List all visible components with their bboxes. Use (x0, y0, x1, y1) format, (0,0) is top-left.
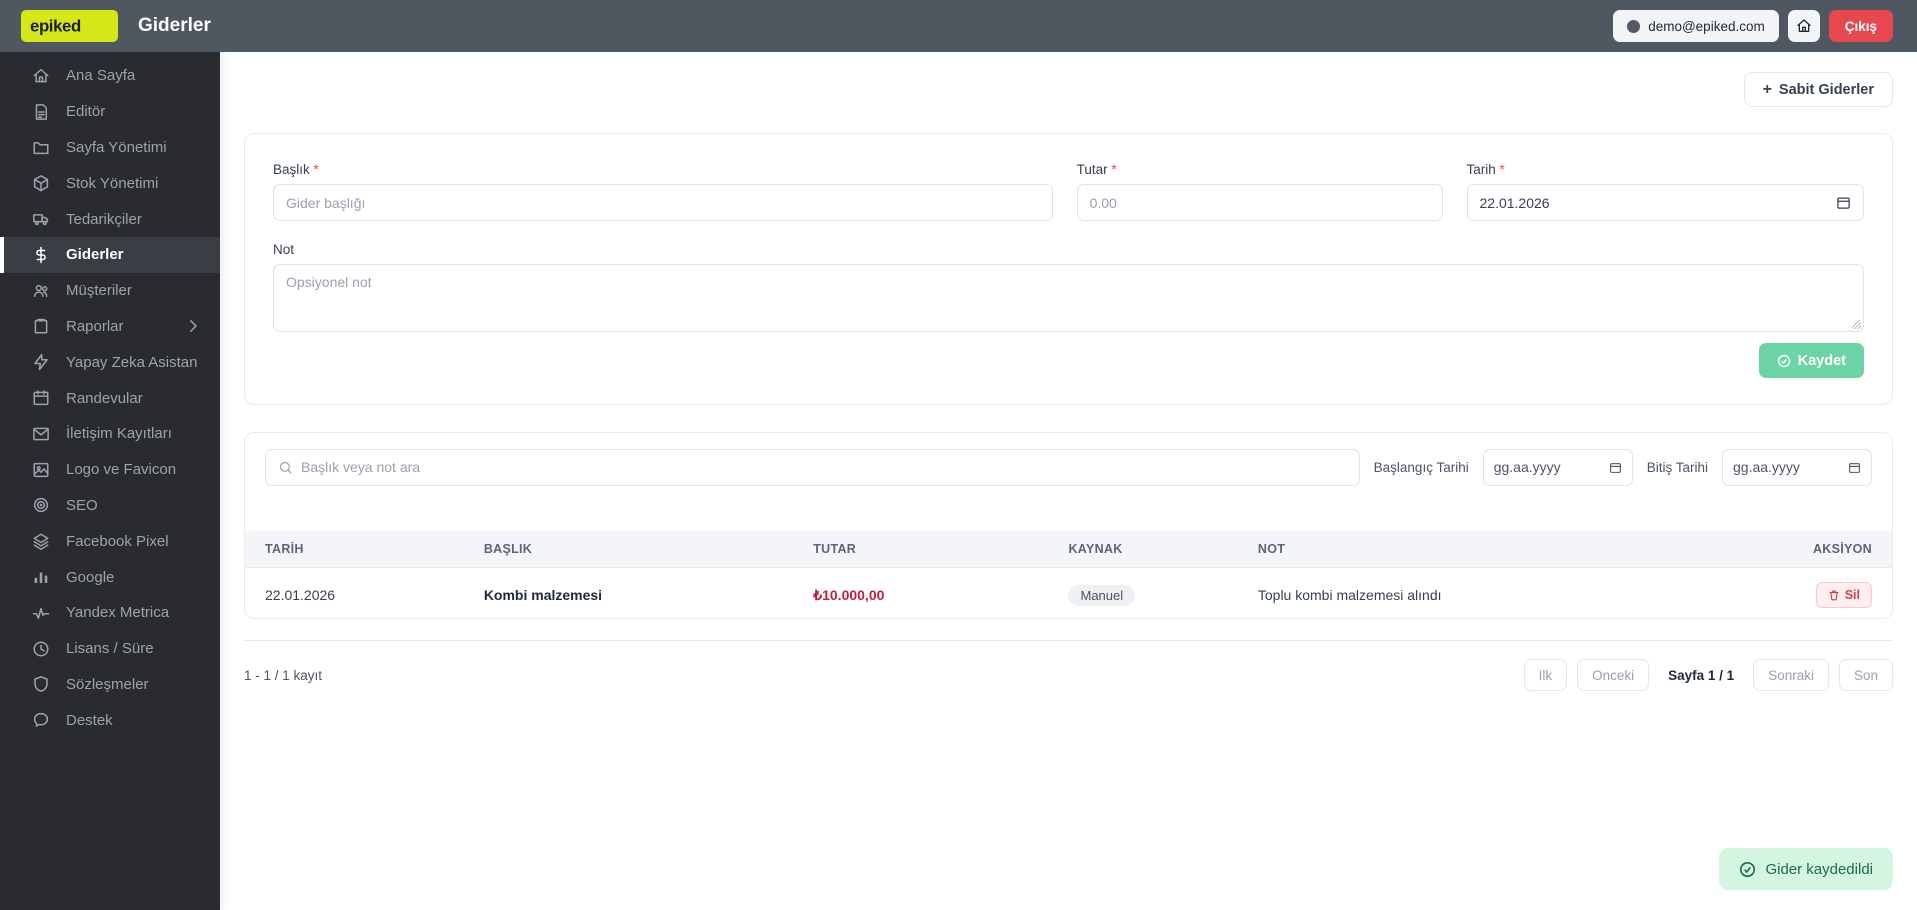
svg-text:epiked: epiked (30, 16, 81, 35)
